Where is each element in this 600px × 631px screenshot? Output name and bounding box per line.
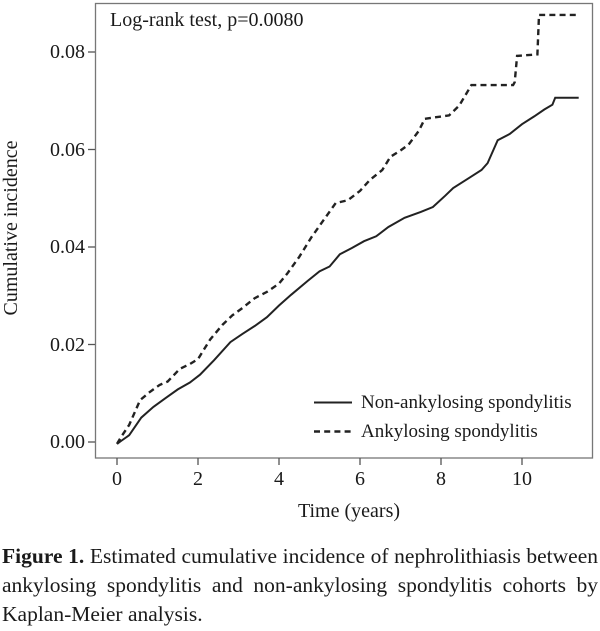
- figure-caption: Figure 1. Estimated cumulative incidence…: [2, 542, 598, 629]
- y-tick-label: 0.06: [50, 138, 85, 161]
- solid-line-swatch-icon: [314, 401, 352, 404]
- legend-label: Ankylosing spondylitis: [361, 420, 538, 442]
- legend: Non-ankylosing spondylitis Ankylosing sp…: [313, 388, 572, 446]
- plot-canvas: [88, 2, 594, 465]
- legend-label: Non-ankylosing spondylitis: [361, 391, 572, 413]
- figure-caption-number: Figure 1.: [2, 544, 85, 568]
- axis-tick-marks: [88, 51, 523, 465]
- plot-border: [94, 2, 594, 459]
- x-tick-label: 8: [436, 468, 446, 490]
- dashed-line-swatch-icon: [314, 430, 352, 433]
- x-tick-label: 6: [355, 468, 365, 490]
- legend-entry-ankylosing: Ankylosing spondylitis: [313, 417, 572, 446]
- y-tick-label: 0.08: [50, 41, 85, 63]
- x-tick-label: 4: [274, 468, 284, 490]
- y-tick-label: 0.02: [50, 333, 85, 356]
- kaplan-meier-chart: Log-rank test, p=0.0080 Cumulative incid…: [0, 2, 594, 522]
- legend-entry-non-ankylosing: Non-ankylosing spondylitis: [313, 388, 572, 417]
- y-tick-label: 0.00: [50, 431, 85, 453]
- y-tick-label: 0.04: [50, 236, 85, 258]
- figure-caption-text: Estimated cumulative incidence of nephro…: [2, 544, 598, 626]
- x-tick-label: 0: [112, 468, 122, 490]
- curve-non-ankylosing-spondylitis: [116, 96, 579, 445]
- x-tick-label: 10: [512, 468, 532, 490]
- x-tick-label: 2: [193, 468, 203, 490]
- log-rank-annotation: Log-rank test, p=0.0080: [110, 9, 304, 31]
- x-axis-title: Time (years): [297, 500, 401, 522]
- curve-ankylosing-spondylitis: [115, 13, 579, 445]
